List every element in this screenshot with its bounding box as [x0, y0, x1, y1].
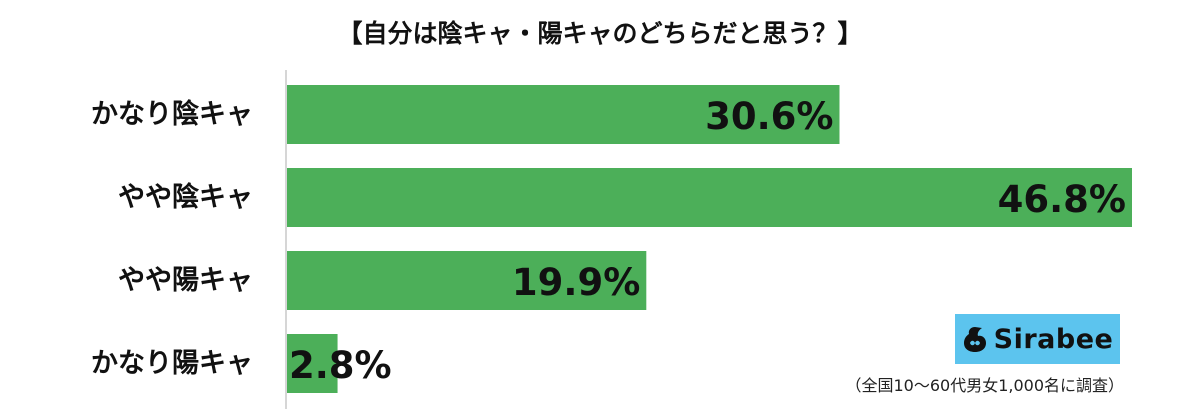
value-label: 46.8% — [998, 178, 1126, 221]
value-label: 30.6% — [705, 95, 833, 138]
value-label: 19.9% — [512, 261, 640, 304]
category-label: かなり陽キャ — [91, 348, 253, 379]
bar — [287, 168, 1132, 227]
sirabee-logo-text: Sirabee — [993, 323, 1114, 355]
bar — [287, 334, 338, 393]
bar — [287, 85, 840, 144]
chart-title: 【自分は陰キャ・陽キャのどちらだと思う？】 — [337, 19, 863, 48]
value-label: 2.8% — [289, 344, 392, 387]
sirabee-logo-icon — [963, 327, 986, 352]
category-label: やや陽キャ — [118, 265, 253, 296]
footnote: （全国10〜60代男女1,000名に調査） — [845, 376, 1124, 395]
bar — [287, 251, 647, 310]
category-label: かなり陰キャ — [91, 98, 253, 130]
category-label: やや陰キャ — [118, 181, 253, 213]
sirabee-logo: Sirabee — [955, 314, 1120, 364]
